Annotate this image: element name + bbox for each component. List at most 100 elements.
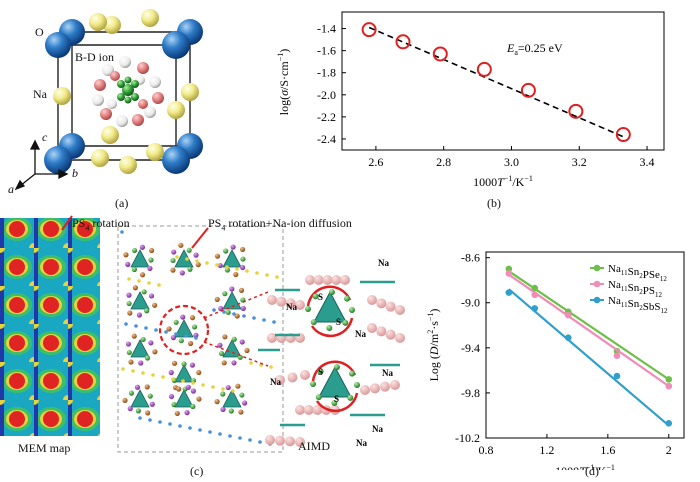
na-trajectory-sphere: [395, 305, 405, 315]
panel-label-d: (d): [585, 464, 599, 478]
na-trajectory-sphere: [370, 383, 380, 394]
ion-dot: [127, 277, 131, 281]
ion-dot: [262, 318, 266, 322]
tetrahedron-cluster: [123, 244, 155, 278]
chart-b-frame: [341, 11, 665, 151]
ion-dot: [275, 275, 279, 279]
chart-d-point: [564, 334, 572, 341]
na-trajectory-sphere: [285, 298, 296, 309]
chart-b-point: [395, 34, 411, 50]
aimd-atom-label: S: [318, 292, 323, 302]
aimd-atom-label: Na: [372, 424, 383, 434]
na-trajectory-sphere: [360, 385, 370, 395]
chart-b-point: [568, 103, 584, 119]
ps4-rotation-diffusion-label: PS4 rotation+Na-ion diffusion: [208, 216, 352, 233]
ion-dot: [131, 369, 135, 373]
rotation-arrow: [306, 285, 352, 307]
ps4-rotation-label: PS4 rotation: [72, 216, 130, 233]
ion-dot: [258, 440, 262, 444]
oxygen-atoms: [44, 19, 203, 174]
na-trajectory-sphere: [267, 333, 277, 343]
na-trajectory-sphere: [295, 437, 305, 447]
ion-dot: [205, 261, 209, 265]
na-trajectory-sphere: [331, 275, 342, 285]
chart-b-ytick-label: -1.4: [317, 22, 336, 36]
ion-dot: [174, 332, 178, 336]
aimd-atom-label: Na: [270, 377, 281, 387]
tetrahedron-cluster: [166, 314, 199, 347]
ion-dot: [158, 420, 162, 424]
ion-dot: [124, 322, 128, 326]
chart-d-fit-line: [508, 288, 670, 427]
axis-label-a: a: [8, 182, 14, 196]
ion-dot: [215, 263, 219, 267]
chart-b-point: [476, 61, 492, 77]
aimd-tetrahedron: [313, 290, 347, 323]
chart-d-xtick-label: 1.6: [600, 443, 615, 457]
chart-d-ytick-label: -9.8: [461, 386, 480, 400]
tetrahedron-cluster: [170, 242, 201, 276]
na-trajectory-sphere: [376, 298, 387, 309]
aimd-atom-label: Na: [382, 368, 393, 378]
na-trajectory-sphere: [275, 435, 285, 446]
panel-label-b: (b): [487, 196, 501, 210]
chart-d-point: [564, 311, 572, 319]
chart-d-point: [613, 352, 621, 360]
na-trajectory-sphere: [265, 435, 275, 445]
legend-label: Na11Sn2PS12: [608, 279, 662, 299]
ion-dot: [157, 283, 161, 287]
chart-b-fit-line: [368, 26, 624, 138]
na-trajectory-sphere: [300, 370, 310, 380]
ion-dot: [225, 265, 229, 269]
chart-b-ytick-label: -1.6: [317, 44, 336, 58]
ion-dot: [235, 267, 239, 271]
chart-d-xtick-label: 0.8: [479, 443, 494, 457]
ion-dot: [134, 324, 138, 328]
chart-b-point: [361, 22, 377, 38]
ion-dot: [120, 230, 124, 234]
atom-label-bd-ion: B-D ion: [75, 50, 114, 64]
crystal-structure-illustration: [14, 9, 203, 191]
ion-dot: [242, 314, 246, 318]
aimd-tetrahedron: [318, 365, 352, 398]
na-trajectory-sphere: [380, 381, 390, 392]
conductivity-chart: 2.6 2.8 3.0 3.2 3.4-1.4-1.6-1.8-2.0-2.2-2.4 …: [276, 11, 665, 189]
tetrahedron-cluster: [214, 383, 248, 415]
chart-d-xlabel: 1000T−1/K−1: [555, 463, 615, 470]
legend-marker: [593, 264, 601, 272]
ion-dot: [181, 379, 185, 383]
panel-label-c: (c): [190, 464, 204, 478]
tetrahedron-cluster: [168, 384, 202, 417]
chart-d-point: [531, 284, 539, 292]
na-trajectory-sphere: [303, 405, 314, 415]
ion-dot: [212, 308, 216, 312]
chart-b-ytick-label: -2.4: [317, 132, 336, 146]
rotation-arrow: [311, 360, 357, 382]
chart-b-xtick-label: 3.4: [640, 155, 655, 169]
ion-dot: [208, 430, 212, 434]
ion-dot: [184, 334, 188, 338]
chart-b-ytick-label: -1.8: [317, 66, 336, 80]
ion-dot: [137, 279, 141, 283]
aimd-atom-label: Na: [356, 438, 367, 448]
chart-d-ytick-label: -10.2: [455, 431, 480, 445]
chart-b-xtick-label: 2.8: [436, 155, 451, 169]
ion-dot: [201, 383, 205, 387]
axis-label-c: c: [42, 130, 48, 144]
bd-ion-cluster: [92, 56, 164, 127]
ion-dot: [185, 257, 189, 261]
chart-d-point: [505, 270, 513, 277]
atom-label-na: Na: [33, 87, 47, 101]
ion-dot: [195, 259, 199, 263]
na-trajectory-sphere: [390, 380, 400, 390]
ion-dot: [148, 418, 152, 422]
aimd-atom-label: Na: [286, 302, 297, 312]
chart-d-ytick-label: -8.6: [461, 251, 480, 265]
mem-map-label: MEM map: [18, 441, 71, 455]
na-trajectory-sphere: [385, 329, 396, 340]
ion-dot: [269, 365, 273, 369]
aimd-atom-label: S: [318, 367, 323, 377]
chart-b-xlabel: 1000T−1/K−1: [473, 174, 533, 189]
chart-d-ylabel: Log (D/m2·s−1): [426, 309, 441, 382]
ion-dot: [272, 320, 276, 324]
